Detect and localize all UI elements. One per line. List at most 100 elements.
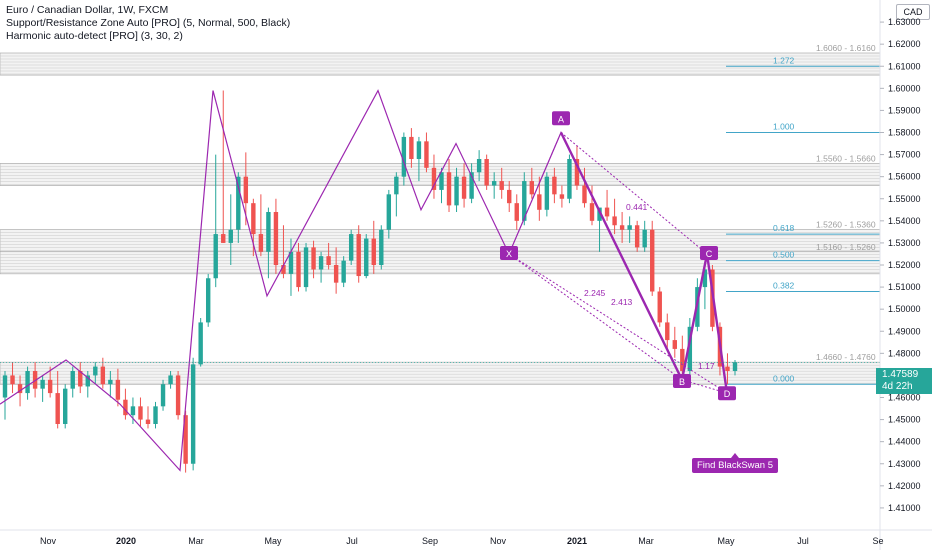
candle-body bbox=[507, 189, 512, 204]
price-axis-label: 1.44000 bbox=[888, 437, 921, 447]
time-axis-label: Jul bbox=[346, 536, 358, 546]
candle-body bbox=[559, 194, 565, 199]
sr-zone-label: 1.5160 - 1.5260 bbox=[816, 242, 876, 252]
candle-body bbox=[461, 176, 467, 199]
bar-countdown: 4d 22h bbox=[882, 381, 913, 392]
candle-body bbox=[732, 362, 738, 371]
sr-zone-label: 1.5560 - 1.5660 bbox=[816, 153, 876, 163]
price-axis-label: 1.51000 bbox=[888, 282, 921, 292]
harmonic-point-label: A bbox=[558, 114, 564, 124]
candle-body bbox=[55, 393, 60, 424]
candle-body bbox=[70, 371, 75, 389]
candle-body bbox=[10, 375, 15, 385]
harmonic-ratio-line bbox=[508, 253, 728, 394]
time-axis-label: Jul bbox=[797, 536, 809, 546]
harmonic-point-label: X bbox=[506, 249, 512, 259]
candle-body bbox=[221, 234, 226, 243]
candle-body bbox=[634, 225, 640, 248]
candle-body bbox=[476, 159, 482, 173]
candle-body bbox=[439, 172, 444, 190]
candle-body bbox=[100, 366, 106, 385]
time-axis-label: Mar bbox=[188, 536, 204, 546]
candle-body bbox=[251, 203, 256, 235]
price-axis-label: 1.54000 bbox=[888, 216, 921, 226]
candle-body bbox=[138, 406, 143, 420]
harmonic-ratio-label: 0.441 bbox=[626, 202, 648, 212]
price-axis-label: 1.43000 bbox=[888, 459, 921, 469]
harmonic-ratio-label: 2.245 bbox=[584, 288, 606, 298]
candle-body bbox=[228, 229, 233, 243]
candle-body bbox=[348, 234, 354, 261]
harmonic-point-marker bbox=[700, 245, 718, 260]
candle-body bbox=[672, 340, 677, 349]
candle-body bbox=[619, 225, 625, 230]
candle-body bbox=[650, 229, 655, 292]
time-axis-label: Mar bbox=[638, 536, 654, 546]
time-axis-label: 2020 bbox=[116, 536, 136, 546]
harmonic-point-label: B bbox=[679, 377, 685, 387]
candle-body bbox=[544, 176, 550, 210]
fibonacci-levels: 1.272 1.000 0.618 0.500 0.382 0.000 bbox=[726, 55, 880, 385]
candle-body bbox=[597, 207, 602, 221]
candlesticks bbox=[2, 90, 738, 473]
candle-body bbox=[326, 256, 331, 265]
time-axis-label: May bbox=[264, 536, 282, 546]
currency-label[interactable]: CAD bbox=[896, 4, 930, 20]
candle-body bbox=[409, 136, 414, 159]
price-axis-label: 1.62000 bbox=[888, 39, 921, 49]
last-price-badge: 1.47589 4d 22h bbox=[876, 368, 932, 394]
candle-body bbox=[702, 269, 708, 288]
candle-body bbox=[364, 238, 369, 277]
sr-zone bbox=[0, 52, 881, 76]
candle-body bbox=[537, 194, 542, 210]
candle-body bbox=[17, 384, 23, 394]
price-axis-label: 1.59000 bbox=[888, 105, 921, 115]
time-axis-label: Nov bbox=[40, 536, 57, 546]
candle-body bbox=[85, 375, 90, 387]
find-blackswan-button[interactable]: Find BlackSwan 5 bbox=[692, 458, 778, 473]
candle-body bbox=[130, 406, 136, 416]
candle-body bbox=[183, 415, 188, 464]
indicator-label-harmonic[interactable]: Harmonic auto-detect [PRO] (3, 30, 2) bbox=[6, 30, 183, 42]
indicator-label-sr-zones[interactable]: Support/Resistance Zone Auto [PRO] (5, N… bbox=[6, 17, 291, 29]
harmonic-point-marker bbox=[673, 374, 691, 389]
candle-body bbox=[514, 203, 519, 221]
harmonic-pattern: 0.441 2.245 2.413 1.17 X A B C D bbox=[0, 89, 880, 472]
candle-body bbox=[258, 234, 264, 252]
time-axis-label: Se bbox=[872, 536, 883, 546]
price-axis-label: 1.42000 bbox=[888, 481, 921, 491]
price-axis-label: 1.57000 bbox=[888, 150, 921, 160]
price-axis-label: 1.53000 bbox=[888, 238, 921, 248]
fib-level-label: 0.500 bbox=[773, 250, 795, 260]
price-axis-label: 1.61000 bbox=[888, 61, 921, 71]
candle-body bbox=[25, 371, 30, 394]
candle-body bbox=[243, 176, 249, 204]
candle-body bbox=[281, 265, 286, 274]
candle-body bbox=[431, 167, 437, 190]
candle-body bbox=[394, 176, 399, 195]
candle-body bbox=[627, 225, 632, 230]
harmonic-zigzag bbox=[0, 89, 728, 472]
candle-body bbox=[401, 136, 407, 177]
candle-body bbox=[725, 366, 730, 371]
candle-body bbox=[168, 375, 173, 385]
price-axis-label: 1.45000 bbox=[888, 415, 921, 425]
candle-body bbox=[63, 388, 68, 424]
price-axis-label: 1.56000 bbox=[888, 172, 921, 182]
candle-body bbox=[273, 212, 279, 265]
sr-zone bbox=[0, 229, 881, 253]
candle-body bbox=[386, 194, 392, 230]
candle-body bbox=[40, 379, 45, 389]
candle-body bbox=[236, 176, 241, 230]
candle-body bbox=[589, 203, 595, 221]
candle-body bbox=[190, 364, 196, 464]
candle-body bbox=[47, 379, 53, 394]
candle-body bbox=[198, 322, 203, 365]
fib-level-label: 1.272 bbox=[773, 55, 795, 65]
sr-zone-label: 1.4660 - 1.4760 bbox=[816, 352, 876, 362]
time-axis-label: 2021 bbox=[567, 536, 587, 546]
time-axis-label: May bbox=[717, 536, 735, 546]
candle-body bbox=[160, 384, 166, 407]
candle-body bbox=[78, 371, 83, 387]
